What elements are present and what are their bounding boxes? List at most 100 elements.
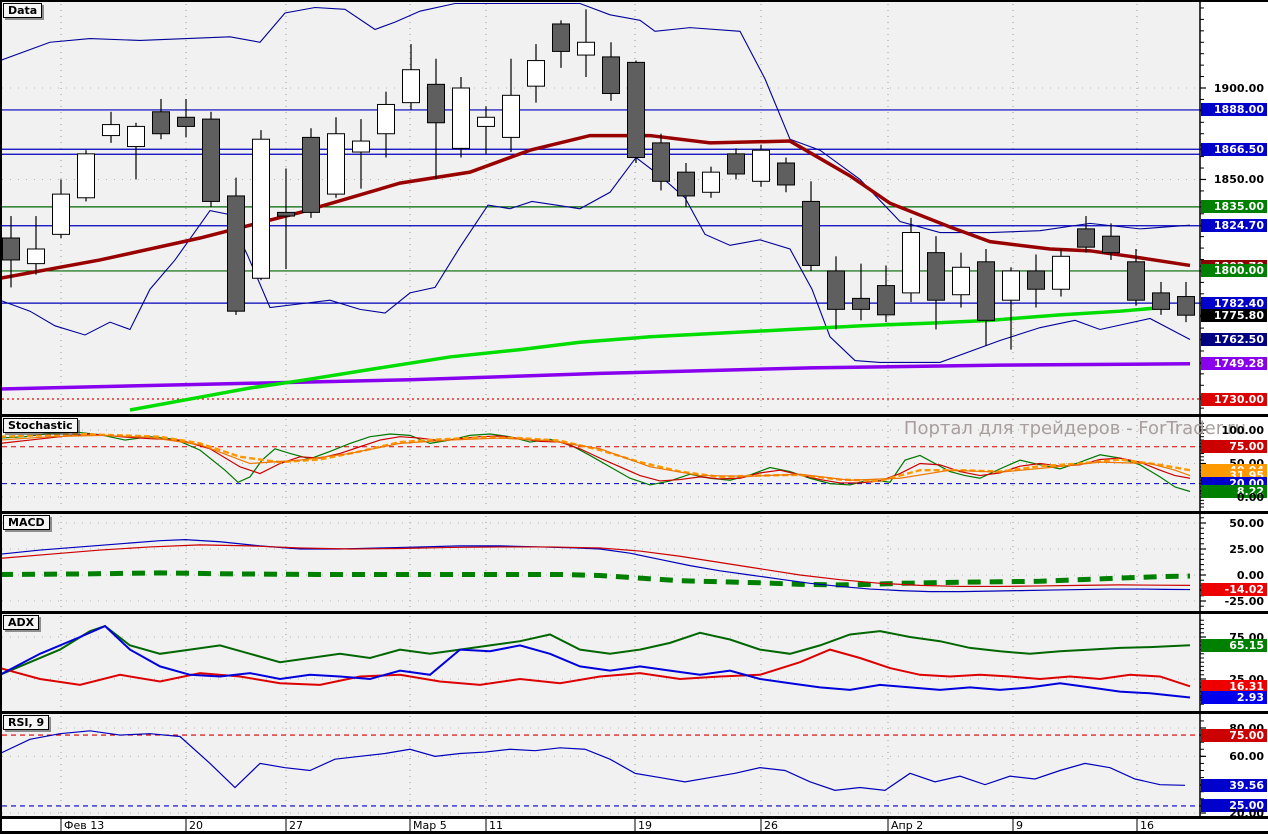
price-badge: 65.15: [1201, 638, 1267, 652]
price-badge: 25.00: [1201, 799, 1267, 813]
candle-down: [1177, 296, 1195, 316]
rsi-panel-bg: [2, 714, 1200, 816]
signal-line: [0, 544, 1191, 588]
panel-tab-rsi[interactable]: RSI, 9: [3, 715, 50, 730]
plus-di: [0, 648, 1191, 688]
candle-down: [427, 83, 445, 124]
adx-line: [0, 624, 1191, 676]
darkred-ma-line: [0, 133, 1191, 280]
candle-down: [727, 153, 745, 175]
panel-tab-adx[interactable]: ADX: [3, 615, 40, 630]
candle-down: [652, 142, 670, 182]
candle-up: [577, 41, 595, 56]
x-tick-label: 20: [189, 819, 203, 832]
candle-down: [177, 116, 195, 127]
candle-up: [102, 124, 120, 137]
candle-up: [1052, 255, 1070, 290]
price-badge: 16.31: [1201, 679, 1267, 693]
panel-separator: [0, 611, 1268, 614]
x-tick-label: 11: [489, 819, 503, 832]
green-ma-line: [129, 305, 1163, 412]
x-tick-label: Апр 2: [891, 819, 924, 832]
price-badge: 39.56: [1201, 778, 1267, 792]
price-badge: 1782.40: [1201, 296, 1267, 310]
macd-line: [0, 539, 1191, 593]
panel-separator: [0, 414, 1268, 417]
candle-down: [827, 270, 845, 310]
candle-up: [27, 248, 45, 265]
axis-value-label: 60.00: [1229, 749, 1264, 763]
price-badge: 1888.00: [1201, 103, 1267, 117]
slow-k: [0, 432, 1191, 483]
candle-up: [952, 266, 970, 296]
x-tick-label: 9: [1016, 819, 1023, 832]
x-tick-label: Мар 5: [413, 819, 447, 832]
candle-up: [252, 138, 270, 279]
candle-down: [202, 118, 220, 202]
candle-up: [702, 171, 720, 193]
minus-di: [0, 624, 1191, 699]
axis-value-label: -25.00: [1224, 594, 1264, 608]
price-badge: 2.93: [1201, 691, 1267, 705]
purple-ma-line: [0, 361, 1191, 391]
x-tick-label: 26: [764, 819, 778, 832]
stochastic-panel-bg: [2, 417, 1200, 511]
axis-value-label: 1850.00: [1213, 172, 1264, 186]
x-tick-label: Фев 13: [64, 819, 105, 832]
panel-separator: [0, 0, 2, 834]
candle-up: [452, 87, 470, 149]
panel-tab-macd[interactable]: MACD: [3, 515, 50, 530]
candle-down: [777, 162, 795, 186]
candle-down: [877, 285, 895, 316]
x-tick-label: 16: [1140, 819, 1154, 832]
panel-tab-data[interactable]: Data: [3, 3, 43, 18]
price-badge: 1730.00: [1201, 392, 1267, 406]
price-badge: -14.02: [1201, 583, 1267, 597]
candle-down: [2, 237, 20, 261]
candle-up: [1002, 270, 1020, 301]
candle-down: [1102, 235, 1120, 254]
candle-up: [52, 193, 70, 235]
price-badge: 1866.50: [1201, 142, 1267, 156]
candle-up: [77, 153, 95, 199]
data-panel-bg: [2, 2, 1200, 414]
candle-up: [352, 140, 370, 153]
candle-down: [852, 297, 870, 310]
candle-down: [1127, 261, 1145, 301]
axis-value-label: 20.00: [1229, 806, 1264, 820]
channel-upper-line: [0, 2, 1191, 234]
price-badge: 8.22: [1201, 484, 1267, 498]
price-badge: 1824.70: [1201, 219, 1267, 233]
watermark: Портал для трейдеров - ForTrader.ru: [903, 418, 1246, 439]
price-badge: 1800.00: [1201, 264, 1267, 278]
candle-down: [227, 195, 245, 312]
panel-separator: [0, 511, 1268, 514]
x-tick-label: 27: [289, 819, 303, 832]
channel-lower-line: [0, 156, 1191, 363]
macd-dashed: [0, 570, 1191, 588]
panel-separator: [0, 831, 1268, 834]
price-badge: 1762.50: [1201, 333, 1267, 347]
panel-separator: [0, 0, 1268, 2]
candle-up: [502, 94, 520, 138]
d-slow: [0, 433, 1191, 484]
candle-down: [302, 136, 320, 213]
price-badge: 1749.28: [1201, 357, 1267, 371]
candle-down: [927, 252, 945, 301]
price-badge: 1775.80: [1201, 308, 1267, 322]
axis-value-label: 50.00: [1229, 516, 1264, 530]
candle-down: [152, 111, 170, 135]
adx-panel-bg: [2, 614, 1200, 711]
candle-down: [1027, 270, 1045, 290]
panel-separator: [0, 816, 1268, 819]
candle-up: [752, 149, 770, 182]
axis-value-label: 0.00: [1236, 490, 1264, 504]
candle-down: [977, 261, 995, 321]
slow-d: [0, 434, 1191, 481]
panel-tab-stochastic[interactable]: Stochastic: [3, 418, 78, 433]
price-badge: 75.00: [1201, 440, 1267, 454]
macd-panel-bg: [2, 514, 1200, 611]
axis-value-label: 1900.00: [1213, 81, 1264, 95]
